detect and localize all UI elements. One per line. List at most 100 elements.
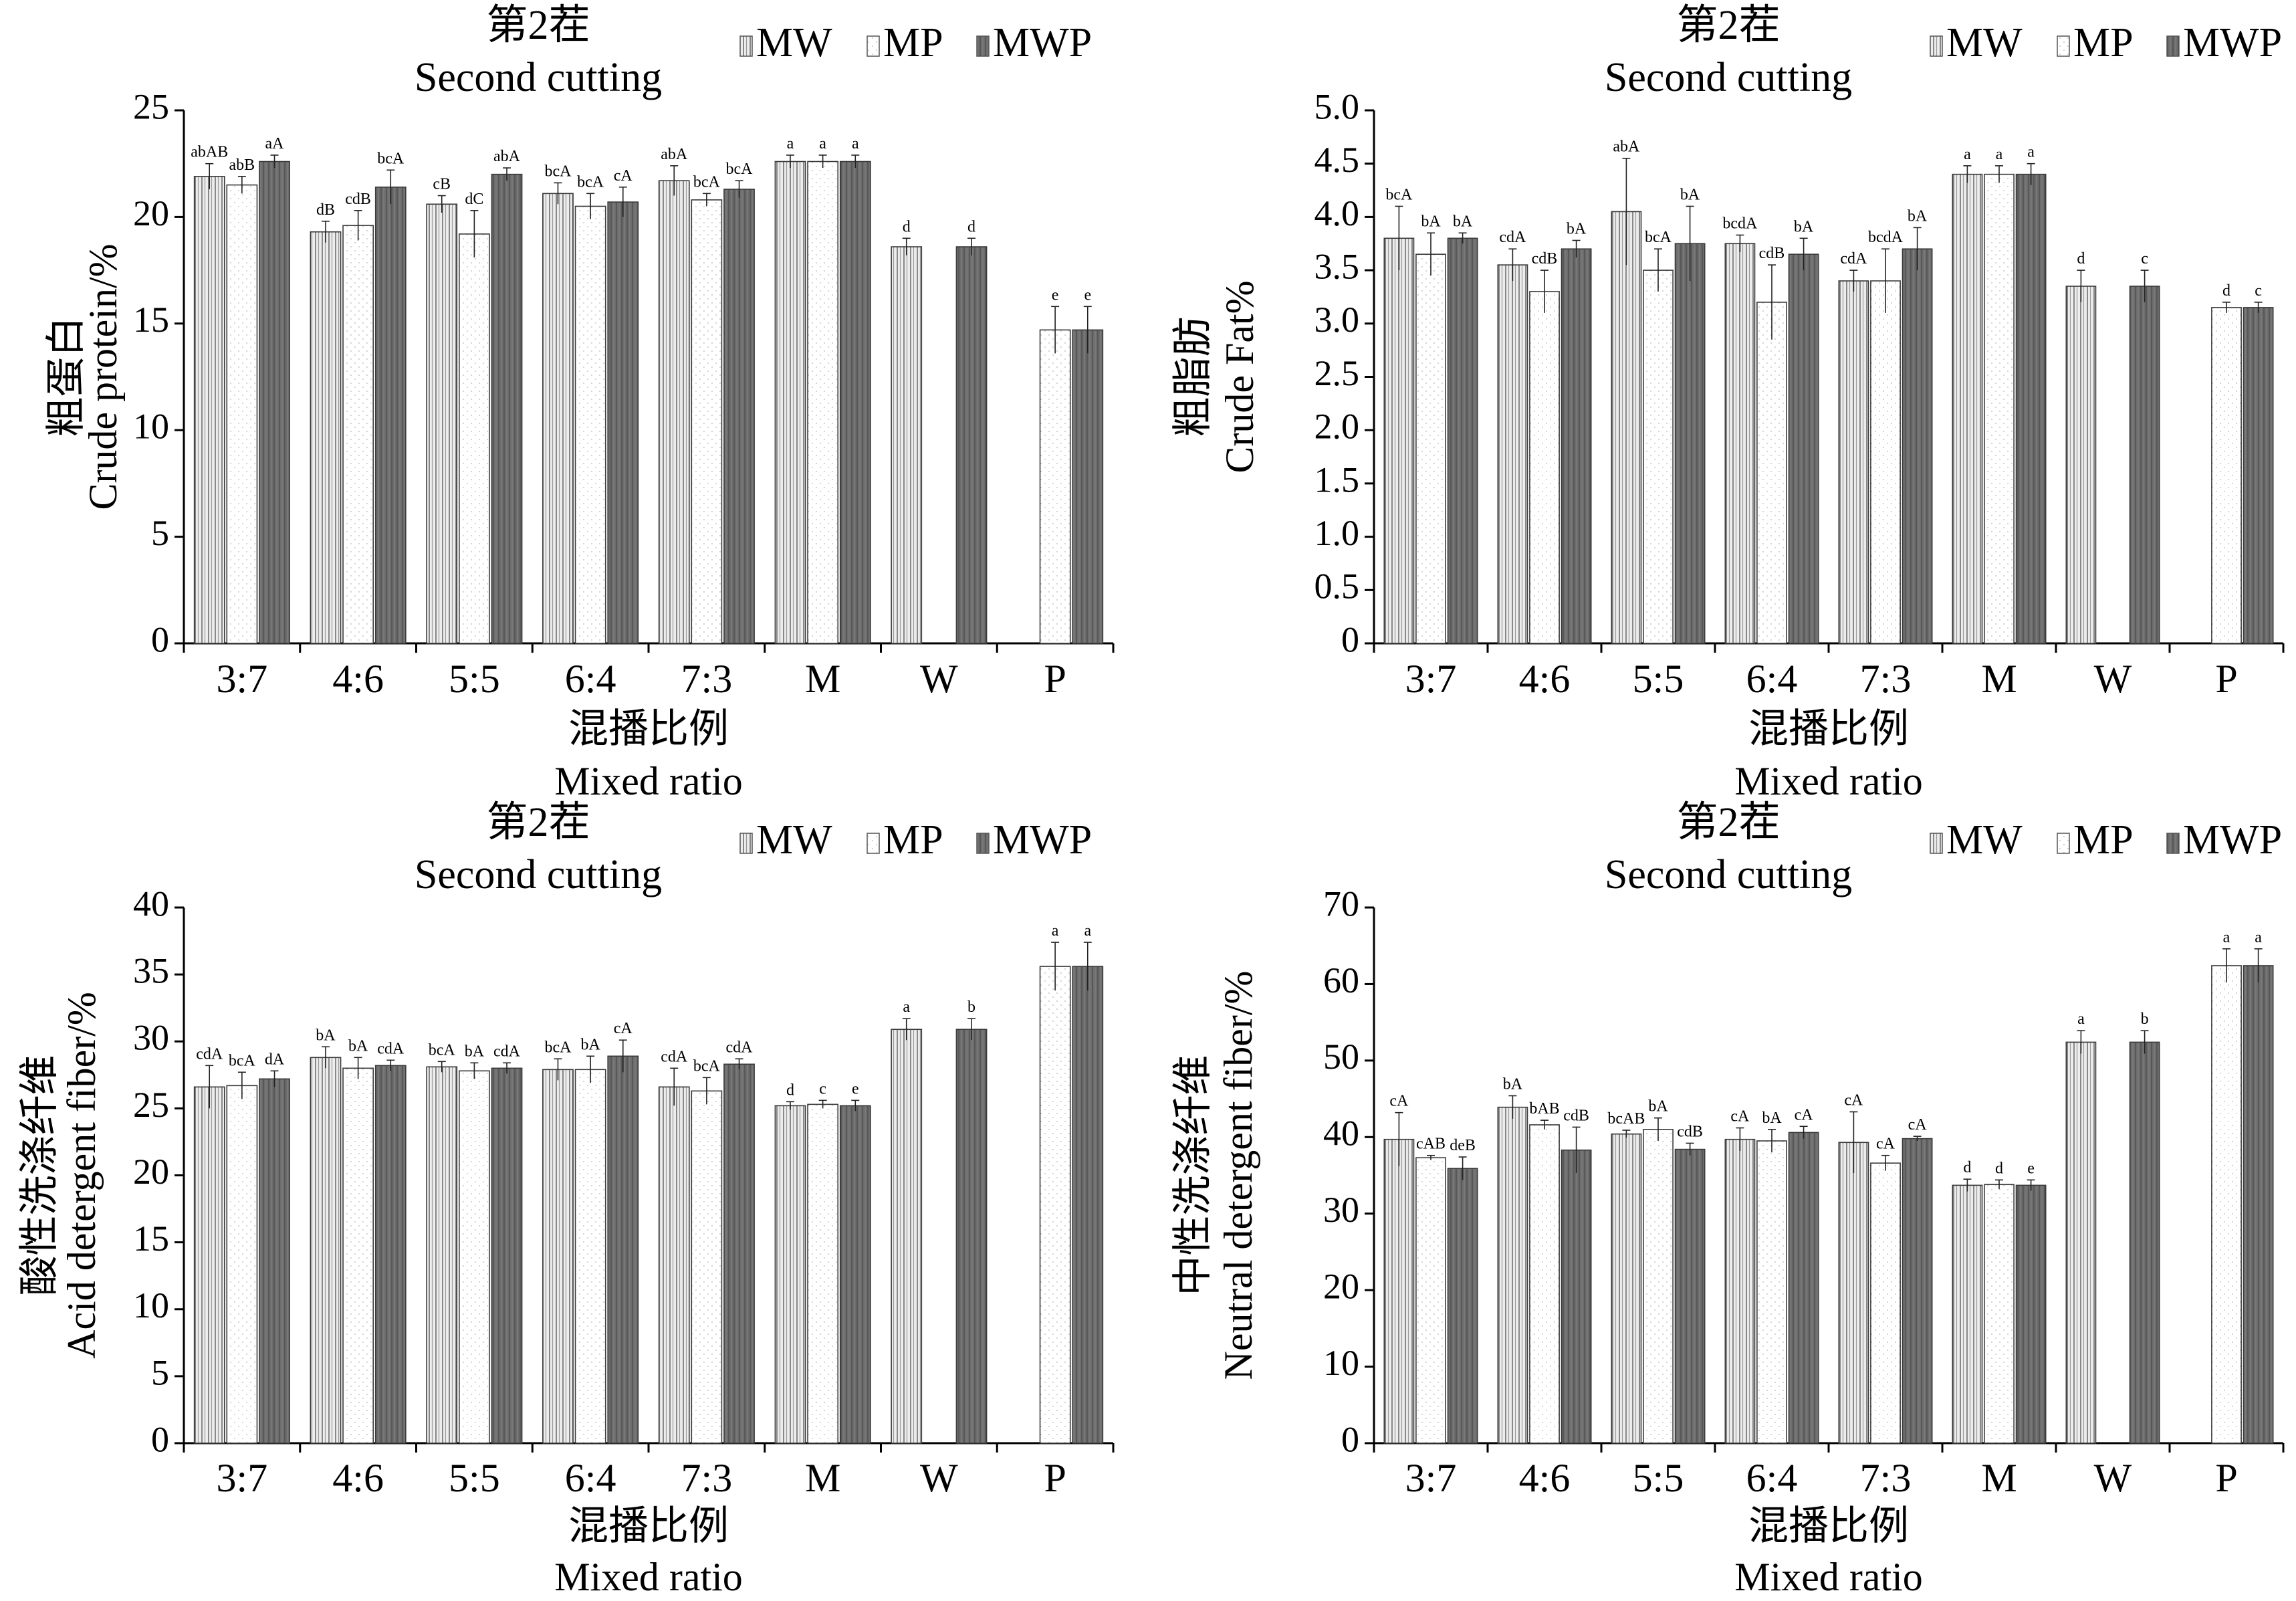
y-tick-label: 2.0 xyxy=(1314,407,1360,447)
legend-label-mp: MP xyxy=(883,20,943,66)
significance-label: abB xyxy=(229,156,255,174)
significance-label: bA xyxy=(465,1043,485,1060)
significance-label: bcA xyxy=(377,150,405,167)
significance-label: bA xyxy=(580,1036,600,1053)
chart-subtitle: Second cutting xyxy=(1605,852,1852,897)
significance-label: a xyxy=(1996,146,2003,163)
significance-label: a xyxy=(2223,929,2230,946)
bar-mwp xyxy=(1788,1132,1819,1444)
significance-label: bA xyxy=(1794,218,1814,235)
significance-label: bcA xyxy=(693,173,721,191)
y-tick-label: 30 xyxy=(133,1018,169,1058)
significance-label: bcA xyxy=(429,1041,456,1059)
bar-mw xyxy=(891,246,923,644)
legend-label-mw: MW xyxy=(1946,817,2023,863)
significance-label: cA xyxy=(1389,1093,1409,1110)
bar-mp xyxy=(807,1103,839,1444)
significance-label: bcA xyxy=(577,173,604,191)
significance-label: cA xyxy=(614,167,633,185)
bar-mwp xyxy=(2015,173,2047,644)
bar-mwp xyxy=(1447,237,1478,644)
x-tick-label: W xyxy=(920,1456,958,1500)
significance-label: abA xyxy=(493,148,521,165)
y-tick-label: 5 xyxy=(151,513,169,553)
chart-title: 第2茬 xyxy=(486,3,590,48)
x-tick-label: 3:7 xyxy=(1405,657,1457,701)
bar-mp xyxy=(1870,1162,1901,1444)
bar-mp xyxy=(1529,1124,1560,1444)
x-axis-label-cn: 混播比例 xyxy=(568,1504,729,1548)
y-axis-label-en: Acid detergent fiber/% xyxy=(60,992,104,1359)
bar-mwp xyxy=(1447,1168,1478,1444)
x-tick-label: 4:6 xyxy=(1519,1456,1571,1500)
bar-mw xyxy=(1952,1184,1983,1444)
bar-mw xyxy=(658,180,690,644)
bar-mwp xyxy=(607,1055,639,1444)
legend-label-mwp: MWP xyxy=(993,20,1092,66)
y-tick-label: 25 xyxy=(133,86,169,126)
significance-label: bcA xyxy=(229,1052,256,1069)
bar-mwp xyxy=(1674,1148,1706,1444)
significance-label: cdA xyxy=(196,1045,223,1063)
x-tick-label: 3:7 xyxy=(217,1456,268,1500)
bar-mwp xyxy=(723,1063,755,1444)
x-tick-label: 4:6 xyxy=(332,657,384,701)
significance-label: cAB xyxy=(1416,1136,1446,1153)
x-tick-label: M xyxy=(805,657,840,701)
significance-label: cdB xyxy=(345,191,371,208)
bar-mw xyxy=(1724,1138,1756,1444)
y-tick-label: 50 xyxy=(1323,1037,1359,1077)
bar-mw xyxy=(310,1057,342,1444)
significance-label: bA xyxy=(1453,213,1473,230)
legend-swatch-mp xyxy=(867,833,880,854)
bar-mp xyxy=(1039,329,1071,644)
bar-mwp xyxy=(1561,248,1592,644)
y-tick-label: 20 xyxy=(133,193,169,233)
x-axis-label-cn: 混播比例 xyxy=(568,707,729,751)
legend-swatch-mp xyxy=(2057,35,2070,57)
x-tick-label: 7:3 xyxy=(1860,657,1912,701)
x-axis-label-en: Mixed ratio xyxy=(554,1555,743,1599)
significance-label: bcAB xyxy=(1607,1110,1645,1128)
bar-mw xyxy=(1724,243,1756,644)
y-tick-label: 10 xyxy=(1323,1343,1359,1383)
x-tick-label: 6:4 xyxy=(1746,657,1798,701)
bar-mw xyxy=(193,1086,225,1444)
bar-mw xyxy=(1497,264,1528,644)
x-axis-label-en: Mixed ratio xyxy=(554,759,743,803)
y-tick-label: 0 xyxy=(151,1419,169,1459)
bar-mwp xyxy=(839,1105,871,1444)
legend-label-mw: MW xyxy=(1946,20,2023,66)
x-tick-label: P xyxy=(2215,1456,2237,1500)
legend-swatch-mwp xyxy=(2166,833,2180,854)
significance-label: cA xyxy=(1844,1092,1863,1109)
significance-label: bcA xyxy=(544,1039,572,1056)
bar-mwp xyxy=(1561,1149,1592,1444)
x-tick-label: 7:3 xyxy=(681,1456,733,1500)
bar-mwp xyxy=(259,1078,290,1444)
y-tick-label: 0.5 xyxy=(1314,566,1360,607)
significance-label: bcdA xyxy=(1722,215,1758,232)
significance-label: a xyxy=(1084,922,1091,940)
y-tick-label: 20 xyxy=(133,1152,169,1192)
bar-mw xyxy=(774,1105,806,1444)
y-tick-label: 1.5 xyxy=(1314,459,1360,500)
significance-label: d xyxy=(903,218,911,235)
x-tick-label: W xyxy=(920,657,958,701)
legend-label-mp: MP xyxy=(883,817,943,863)
bar-mw xyxy=(1497,1106,1528,1444)
significance-label: cA xyxy=(1730,1108,1750,1126)
significance-label: d xyxy=(2222,282,2230,300)
legend-label-mp: MP xyxy=(2073,817,2134,863)
significance-label: abA xyxy=(1613,138,1640,156)
significance-label: d xyxy=(2077,250,2085,268)
significance-label: abAB xyxy=(191,144,228,161)
bar-mw xyxy=(2065,1041,2097,1444)
significance-label: cA xyxy=(1876,1136,1896,1153)
significance-label: dC xyxy=(465,191,483,208)
bar-mwp xyxy=(955,1029,988,1444)
y-tick-label: 10 xyxy=(133,1285,169,1325)
significance-label: bA xyxy=(316,1027,336,1044)
bar-mp xyxy=(1643,1129,1674,1444)
